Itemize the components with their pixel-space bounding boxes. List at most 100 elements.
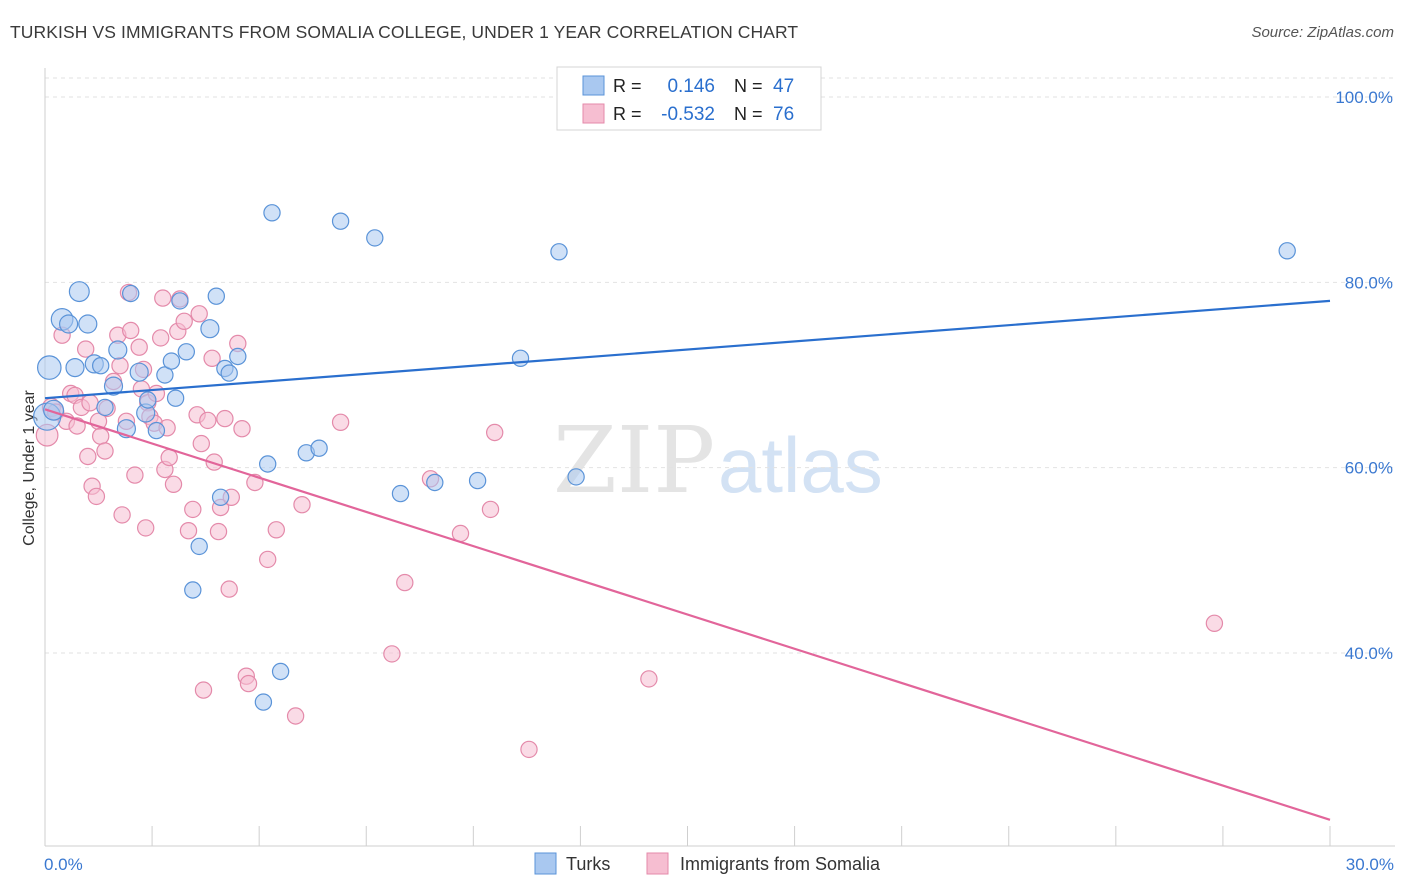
stats-somalia-n-label: N = [734,104,763,124]
somalia-point [136,519,155,537]
y-tick-label: 40.0% [1345,644,1393,663]
legend-somalia-swatch[interactable] [646,852,669,875]
turks-trend-line [44,299,1331,400]
stats-legend-somalia-swatch [582,103,605,124]
somalia-point [220,580,238,598]
somalia-point [233,420,251,438]
turks-point [103,376,124,396]
somalia-point [79,447,97,466]
legend-turks-swatch[interactable] [534,852,557,875]
series-legend: Turks Immigrants from Somalia [534,852,881,875]
turks-point [1278,242,1296,260]
somalia-point [486,423,504,442]
somalia-point [130,338,148,356]
stats-somalia-r-label: R = [613,104,642,124]
turks-point [263,204,281,222]
somalia-point [111,357,129,375]
x-axis-ticks [44,826,1331,846]
somalia-point [121,321,140,340]
y-tick-label: 60.0% [1345,459,1393,478]
turks-point [366,229,384,247]
turks-point [567,468,585,486]
somalia-point [640,670,658,688]
series-turks-points [32,204,1296,711]
turks-point [511,349,530,367]
somalia-point [216,409,234,428]
turks-point [121,284,140,303]
turks-point [391,484,410,503]
turks-point [65,358,85,378]
somalia-point [76,340,95,358]
turks-point [254,693,273,711]
somalia-point [151,329,170,347]
somalia-point [205,453,223,471]
turks-point [68,281,90,303]
turks-point [229,347,247,366]
grid-lines [45,77,1395,654]
turks-point [426,473,444,492]
turks-point [58,314,79,334]
turks-point [190,537,208,556]
turks-point [211,488,230,506]
stats-turks-r-value: 0.146 [667,76,715,97]
y-tick-label: 100.0% [1335,88,1393,107]
somalia-point [194,681,213,699]
turks-point [108,340,128,360]
somalia-point [331,413,350,431]
turks-point [468,471,487,490]
somalia-point [164,475,183,493]
stats-turks-n-label: N = [734,76,763,96]
somalia-point [190,305,208,323]
x-tick-label-min: 0.0% [44,855,83,874]
stats-turks-n-value: 47 [773,76,794,97]
watermark: ZIP atlas [553,407,883,514]
turks-point [156,366,174,384]
y-axis-tick-labels: 40.0% 60.0% 80.0% 100.0% [1335,88,1393,663]
somalia-point [481,500,500,519]
stats-somalia-n-value: 76 [773,104,794,125]
series-somalia-points [35,283,1224,759]
turks-point [129,362,149,382]
source-label: Source: ZipAtlas.com [1251,24,1394,41]
somalia-point [126,466,144,484]
stats-legend: R = 0.146 N = 47 R = -0.532 N = 76 [556,66,822,131]
stats-legend-turks-swatch [582,75,605,96]
somalia-point [192,434,210,453]
turks-point [259,455,277,473]
turks-point [310,439,328,457]
turks-point [171,292,189,310]
somalia-point [1205,614,1224,633]
somalia-point [209,522,228,541]
turks-point [220,364,238,382]
turks-point [177,343,195,361]
somalia-point [179,522,198,540]
legend-turks-label[interactable]: Turks [566,854,610,874]
somalia-point [87,487,106,506]
stats-somalia-r-value: -0.532 [661,104,715,125]
somalia-point [239,674,258,693]
somalia-point [175,312,193,330]
turks-point [200,319,220,339]
somalia-point [154,289,172,307]
watermark-atlas: atlas [718,421,883,509]
somalia-point [286,707,305,725]
somalia-point [520,740,538,759]
turks-point [78,314,98,334]
turks-point [147,421,166,440]
turks-point [331,212,350,230]
somalia-point [396,573,414,592]
chart-title: TURKISH VS IMMIGRANTS FROM SOMALIA COLLE… [10,22,799,42]
somalia-point [199,411,217,430]
turks-point [162,352,181,370]
turks-point [550,243,568,261]
somalia-point [267,521,285,539]
y-tick-label: 80.0% [1345,273,1393,292]
turks-point [184,581,202,599]
turks-point [36,355,62,380]
stats-turks-r-label: R = [613,76,642,96]
legend-somalia-label[interactable]: Immigrants from Somalia [680,854,881,874]
trend-lines [44,299,1331,821]
somalia-point [383,645,401,663]
turks-point [91,357,110,375]
